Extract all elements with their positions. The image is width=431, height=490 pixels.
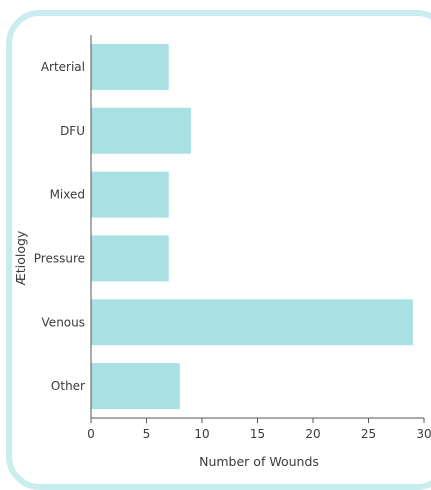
y-axis-title: Ætiology <box>13 230 28 285</box>
x-tick-label: 5 <box>143 427 151 441</box>
bar-dfu <box>91 107 191 154</box>
bar-pressure <box>91 235 169 282</box>
x-tick-label: 15 <box>250 427 265 441</box>
x-tick-label: 20 <box>305 427 320 441</box>
bar-mixed <box>91 171 169 218</box>
category-label: Venous <box>42 315 85 329</box>
category-label: Arterial <box>41 60 85 74</box>
category-label: Pressure <box>34 251 85 265</box>
x-tick-label: 10 <box>194 427 209 441</box>
bar-arterial <box>91 43 169 90</box>
category-label: DFU <box>60 124 85 138</box>
x-axis-title: Number of Wounds <box>199 454 319 469</box>
x-tick-label: 0 <box>87 427 95 441</box>
x-tick-label: 25 <box>361 427 376 441</box>
bars-group <box>91 43 413 410</box>
category-label: Other <box>51 379 85 393</box>
bar-chart: Arterial DFU Mixed Pressure Venous Other 0 5 10… <box>13 35 431 469</box>
bar-other <box>91 363 180 410</box>
bar-venous <box>91 299 413 346</box>
category-labels: Arterial DFU Mixed Pressure Venous Other <box>34 60 85 393</box>
x-tick-label: 30 <box>416 427 431 441</box>
x-ticks: 0 5 10 15 20 25 30 <box>87 418 431 441</box>
chart-card <box>6 10 431 490</box>
category-label: Mixed <box>50 188 85 202</box>
